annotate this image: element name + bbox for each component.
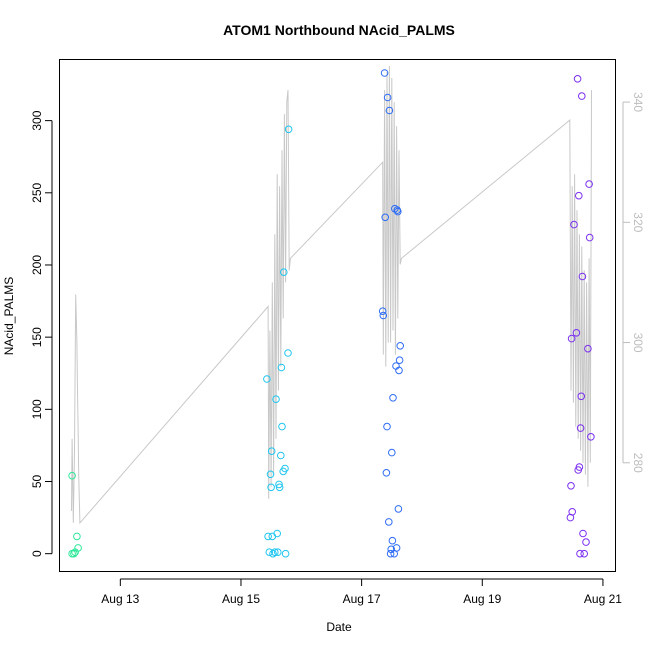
data-point: [576, 549, 584, 558]
y-axis-right: 280 300 320 340: [622, 92, 645, 473]
y-axis-label: NAcid_PALMS: [2, 277, 16, 355]
y2-tick-label: 320: [631, 212, 645, 232]
data-point: [392, 544, 401, 552]
data-point: [280, 268, 288, 277]
data-point: [271, 548, 279, 557]
data-point: [573, 75, 582, 83]
data-point: [70, 549, 78, 558]
data-point: [585, 180, 593, 188]
data-point: [73, 532, 81, 541]
data-point: [68, 471, 76, 480]
data-point: [394, 207, 402, 216]
x-tick-label: Aug 15: [222, 592, 260, 606]
data-point: [567, 334, 576, 343]
data-point: [572, 329, 581, 337]
data-point: [386, 549, 395, 558]
x-tick-label: Aug 21: [584, 592, 622, 606]
data-point: [263, 375, 271, 383]
data-point: [587, 433, 595, 441]
data-point: [273, 529, 282, 538]
data-point: [385, 106, 394, 115]
data-point: [395, 366, 403, 375]
data-point: [388, 448, 396, 457]
data-point: [396, 342, 405, 350]
data-point: [380, 69, 389, 77]
data-point: [277, 363, 286, 372]
y2-tick-label: 300: [631, 333, 645, 353]
y-tick-label: 50: [30, 475, 44, 489]
y-axis-left: 0 50 100 150 200 250 300: [30, 110, 53, 557]
data-point: [264, 532, 272, 541]
data-point: [580, 549, 589, 558]
data-point: [576, 424, 585, 432]
data-point: [385, 518, 393, 526]
data-point: [568, 508, 577, 516]
plot-frame: [59, 59, 616, 572]
x-tick-label: Aug 19: [463, 592, 501, 606]
data-point: [383, 422, 391, 431]
data-point: [575, 191, 583, 200]
data-point: [584, 344, 592, 353]
y-tick-label: 150: [30, 327, 44, 347]
y-tick-label: 250: [30, 182, 44, 202]
data-point: [379, 311, 388, 320]
x-tick-label: Aug 17: [343, 592, 381, 606]
data-point: [74, 544, 82, 552]
data-point: [272, 395, 280, 404]
chart-title: ATOM1 Northbound NAcid_PALMS: [223, 22, 455, 38]
data-point: [575, 463, 584, 471]
data-point: [388, 536, 397, 545]
secondary-series-line: [71, 65, 592, 525]
x-tick-label: Aug 13: [101, 592, 139, 606]
secondary-series-line-layer: [71, 65, 592, 525]
x-axis: Aug 13 Aug 15 Aug 17 Aug 19 Aug 21: [101, 578, 622, 606]
data-point: [577, 392, 586, 401]
data-point: [570, 220, 578, 229]
data-point: [378, 307, 387, 316]
data-point: [578, 92, 586, 100]
data-point: [579, 529, 587, 538]
data-point: [275, 483, 284, 492]
y2-tick-label: 280: [631, 453, 645, 473]
data-point: [395, 356, 404, 365]
data-point: [269, 549, 277, 558]
data-point: [383, 93, 392, 102]
data-point: [268, 532, 277, 541]
data-point: [567, 482, 575, 490]
data-point: [274, 548, 282, 557]
data-points-layer: [68, 69, 595, 558]
data-point: [267, 447, 276, 456]
y-tick-label: 100: [30, 399, 44, 419]
y2-tick-label: 340: [631, 92, 645, 112]
data-point: [284, 349, 292, 357]
data-point: [394, 505, 403, 513]
y-tick-label: 200: [30, 255, 44, 275]
data-point: [382, 469, 391, 477]
data-point: [281, 464, 289, 473]
data-point: [381, 213, 390, 222]
data-point: [275, 480, 283, 489]
x-axis-label: Date: [326, 620, 352, 634]
data-point: [281, 549, 290, 558]
data-point: [267, 483, 275, 492]
data-point: [585, 233, 594, 242]
data-point: [277, 451, 285, 460]
y-tick-label: 0: [30, 550, 44, 557]
data-point: [582, 538, 590, 546]
data-point: [266, 470, 275, 479]
data-point: [389, 394, 397, 402]
data-point: [278, 422, 286, 431]
y-tick-label: 300: [30, 110, 44, 130]
data-point: [265, 548, 274, 557]
data-point: [284, 125, 293, 134]
data-point: [578, 272, 587, 281]
